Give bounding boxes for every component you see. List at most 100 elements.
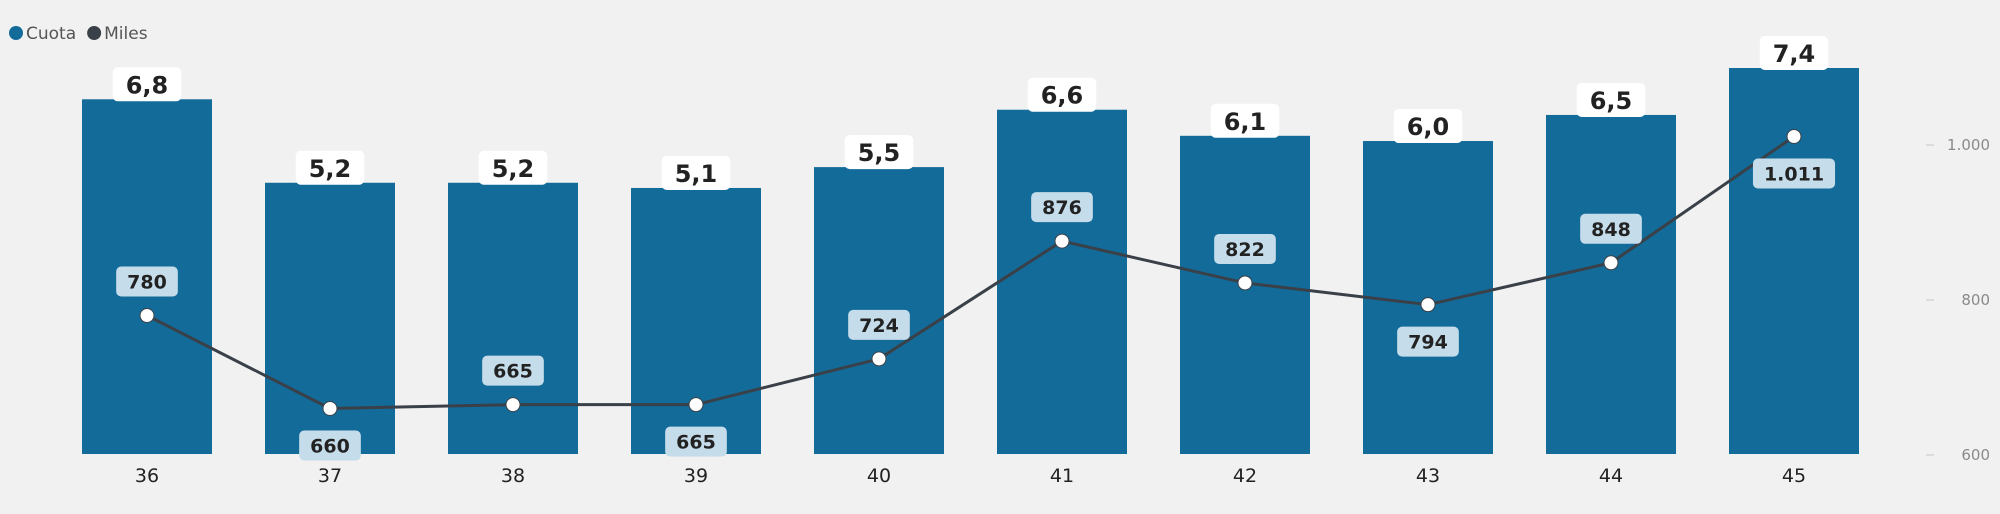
bar-label-text: 6,0: [1407, 113, 1450, 141]
line-label-text: 848: [1591, 219, 1631, 241]
legend-marker-miles: [87, 26, 102, 40]
bar-label-bg: [112, 67, 182, 102]
line-label-37: 660: [299, 430, 361, 461]
x-tick-44: 44: [1599, 465, 1623, 487]
y2-tick-label: 600: [1961, 446, 1990, 464]
bar-label-text: 6,8: [126, 71, 169, 99]
line-label-bg: [1752, 158, 1836, 189]
line-label-39: 665: [665, 426, 727, 457]
line-label-bg: [1397, 326, 1459, 357]
x-tick-36: 36: [135, 465, 159, 487]
x-tick-43: 43: [1416, 465, 1440, 487]
bar-label-bg: [1576, 82, 1646, 117]
line-label-44: 848: [1580, 213, 1642, 244]
bar-label-text: 6,5: [1590, 87, 1633, 115]
line-path-miles: [146, 135, 1795, 411]
x-tick-40: 40: [867, 465, 891, 487]
line-label-text: 780: [127, 272, 167, 294]
line-label-text: 876: [1042, 197, 1082, 219]
x-tick-38: 38: [501, 465, 525, 487]
line-label-text: 724: [859, 315, 899, 337]
secondary-y-axis: 600 800 1.000: [1926, 136, 1990, 464]
line-label-41: 876: [1031, 192, 1093, 223]
line-label-43: 794: [1397, 326, 1459, 357]
bar-label-43: 6,0: [1393, 109, 1463, 144]
bar-label-bg: [1759, 36, 1829, 70]
line-label-text: 660: [310, 436, 350, 458]
bar-41: [997, 109, 1127, 454]
x-tick-39: 39: [684, 465, 708, 487]
legend-marker-cuota: [9, 26, 23, 40]
bar-label-39: 5,1: [661, 155, 731, 190]
line-point-38: [505, 397, 521, 413]
bar-series: [82, 68, 1859, 455]
bar-38: [448, 182, 578, 454]
bar-39: [631, 187, 761, 455]
bar-label-bg: [844, 135, 914, 170]
bar-label-text: 5,2: [309, 155, 352, 183]
bar-label-36: 6,8: [112, 67, 182, 102]
bar-label-45: 7,4: [1759, 36, 1829, 70]
line-point-37: [322, 401, 338, 416]
bar-label-text: 6,1: [1224, 108, 1267, 136]
line-point-36: [139, 308, 155, 323]
line-label-bg: [299, 430, 361, 461]
bar-label-bg: [1210, 103, 1280, 138]
line-label-38: 665: [482, 355, 544, 386]
line-label-bg: [1580, 213, 1642, 244]
line-label-42: 822: [1214, 233, 1276, 264]
y2-tick-label: 1.000: [1947, 136, 1990, 154]
bar-44: [1546, 114, 1676, 454]
line-value-labels: 780 660 665 665 724 876 822 794 848 1.011: [116, 158, 1836, 461]
line-point-40: [871, 351, 887, 367]
line-point-44: [1603, 255, 1619, 271]
line-label-40: 724: [848, 309, 910, 340]
bar-label-38: 5,2: [478, 150, 548, 185]
x-tick-45: 45: [1782, 465, 1806, 487]
x-tick-41: 41: [1050, 465, 1074, 487]
line-label-bg: [848, 309, 910, 340]
line-label-bg: [1214, 233, 1276, 264]
bar-label-bg: [661, 155, 731, 190]
line-point-42: [1237, 275, 1253, 291]
x-tick-42: 42: [1233, 465, 1257, 487]
legend-label-cuota: Cuota: [26, 24, 76, 44]
bar-label-text: 7,4: [1773, 40, 1816, 68]
bar-label-text: 5,1: [675, 160, 718, 188]
bar-label-bg: [478, 150, 548, 185]
bar-label-bg: [1393, 109, 1463, 144]
line-series: [139, 128, 1802, 416]
line-point-41: [1054, 233, 1070, 249]
bar-label-42: 6,1: [1210, 103, 1280, 138]
bar-42: [1180, 135, 1310, 455]
x-axis: 36 37 38 39 40 41 42 43 44 45: [135, 465, 1806, 487]
line-label-text: 1.011: [1764, 163, 1824, 185]
bar-label-text: 6,6: [1041, 82, 1084, 110]
x-tick-37: 37: [318, 465, 342, 487]
line-point-39: [688, 397, 704, 413]
bar-label-40: 5,5: [844, 135, 914, 170]
bar-label-44: 6,5: [1576, 82, 1646, 117]
line-point-43: [1420, 297, 1436, 313]
bar-label-41: 6,6: [1027, 77, 1097, 112]
line-label-36: 780: [116, 266, 178, 297]
bar-label-37: 5,2: [295, 150, 365, 185]
y2-tick-label: 800: [1961, 291, 1990, 309]
bar-label-bg: [295, 150, 365, 185]
legend: Cuota Miles: [9, 24, 148, 44]
line-label-text: 794: [1408, 332, 1448, 354]
bar-label-text: 5,5: [858, 139, 901, 167]
legend-label-miles: Miles: [104, 24, 148, 44]
bar-value-labels: 6,8 5,2 5,2 5,1 5,5 6,6 6,1 6,0 6,5 7,4: [112, 36, 1829, 190]
bar-45: [1729, 68, 1859, 454]
line-label-bg: [116, 266, 178, 297]
line-label-45: 1.011: [1752, 158, 1836, 189]
line-label-text: 665: [493, 361, 533, 383]
line-point-45: [1786, 128, 1802, 144]
line-label-text: 665: [676, 432, 716, 454]
line-label-bg: [665, 426, 727, 457]
line-label-text: 822: [1225, 239, 1265, 261]
line-label-bg: [1031, 192, 1093, 223]
bar-label-text: 5,2: [492, 155, 535, 183]
